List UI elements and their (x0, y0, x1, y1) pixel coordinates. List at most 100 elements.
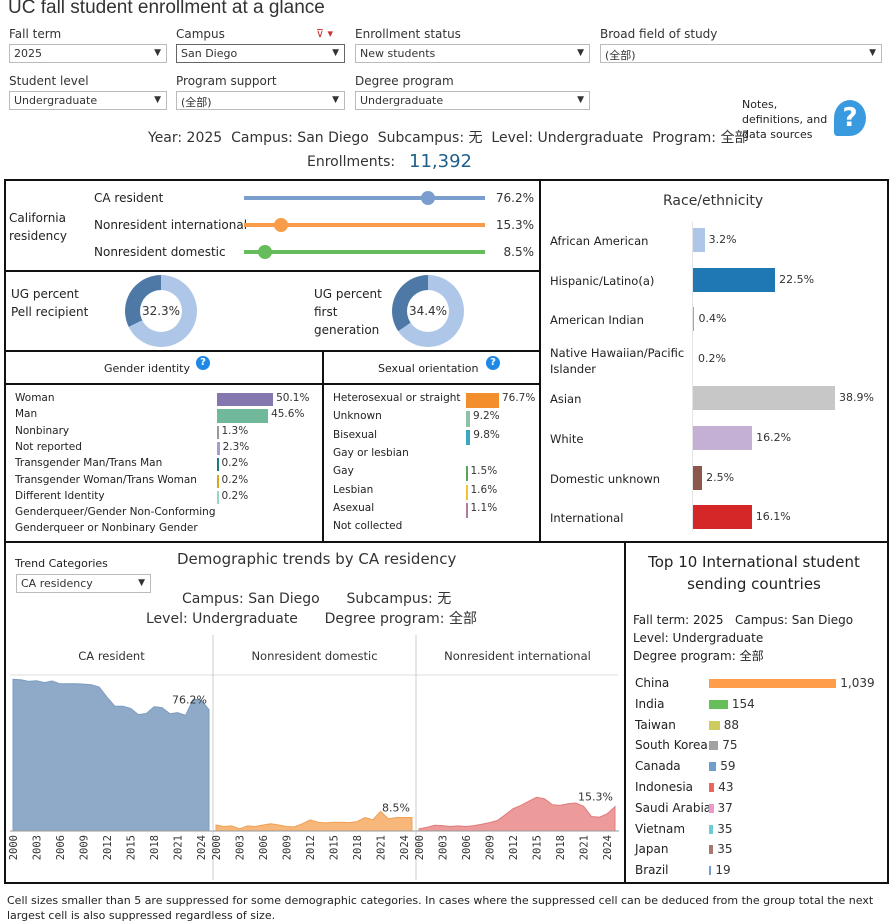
filter-dropdown[interactable]: 2025 ▼ (9, 44, 167, 63)
sexual-value: 1.1% (470, 501, 498, 514)
residency-label: Nonresident international (94, 218, 248, 232)
filter-label: Fall term (9, 27, 62, 41)
x-tick-label: 2024 (399, 835, 411, 860)
x-tick-label: 2015 (532, 835, 544, 860)
sexual-value: 1.5% (470, 465, 498, 478)
residency-track (244, 250, 485, 254)
intl-bar (709, 762, 717, 772)
sexual-bar (466, 484, 468, 500)
intl-bar (709, 720, 720, 730)
race-value: 0.4% (698, 312, 727, 326)
clear-filter-icon[interactable]: ⊽ ▾ (316, 27, 334, 40)
sexual-value: 76.7% (501, 392, 536, 404)
residency-dot (257, 245, 272, 259)
x-tick-label: 2006 (55, 835, 67, 860)
x-tick-label: 2006 (258, 835, 270, 860)
gender-value: 50.1% (276, 392, 310, 404)
x-tick-label: 2012 (102, 835, 114, 860)
trend-categories-dropdown[interactable]: CA residency ▼ (16, 574, 151, 593)
x-tick-label: 2000 (211, 835, 223, 860)
sexual-title: Sexual orientation (378, 362, 479, 375)
race-bar (693, 386, 835, 411)
trend-chart: CA resident 76.2% 2000 2003 2006 2009 2012 2015… (8, 635, 619, 880)
x-tick-label: 2003 (235, 835, 247, 860)
x-tick-label: 2009 (79, 835, 91, 860)
gender-bar (217, 490, 219, 505)
intl-label: Canada (635, 759, 681, 774)
sexual-help-icon[interactable]: ? (486, 356, 500, 370)
race-bar (693, 307, 695, 332)
race-value: 0.2% (698, 351, 726, 365)
gender-value: 0.2% (221, 489, 249, 502)
intl-value: 35 (717, 842, 733, 857)
gender-label: Different Identity (15, 489, 105, 502)
intl-bar (709, 783, 715, 792)
sexual-bar (466, 393, 499, 409)
filter-dropdown[interactable]: (全部) ▼ (176, 91, 345, 110)
residency-value: 8.5% (503, 245, 535, 259)
race-value: 38.9% (838, 391, 874, 405)
intl-bar (709, 803, 714, 813)
x-tick-label: 2006 (461, 835, 473, 860)
x-tick-label: 2024 (602, 835, 614, 860)
intl-bar (709, 824, 714, 834)
intl-label: Taiwan (635, 717, 676, 732)
filter-dropdown[interactable]: Undergraduate ▼ (9, 91, 167, 110)
intl-bar (709, 866, 712, 876)
notes-link[interactable]: Notes, definitions, and data sources (742, 98, 828, 141)
sexual-label: Asexual (333, 501, 375, 514)
race-label: Hispanic/Latino(a) (550, 273, 655, 288)
x-tick-label: 2021 (376, 835, 388, 860)
footer-note: Cell sizes smaller than 5 are suppressed… (7, 894, 874, 922)
gender-bar (217, 458, 219, 472)
x-tick-label: 2012 (508, 835, 520, 860)
intl-value: 59 (720, 759, 736, 774)
filter-value: Undergraduate (360, 94, 444, 107)
intl-value: 154 (731, 696, 755, 711)
sexual-bar (466, 502, 468, 519)
intl-meta-2: Level: Undergraduate (633, 631, 764, 645)
chevron-down-icon: ▼ (138, 578, 145, 588)
intl-label: Saudi Arabia (635, 800, 712, 815)
gender-help-icon[interactable]: ? (196, 356, 210, 370)
sexual-label: Lesbian (333, 483, 374, 496)
race-value: 16.2% (756, 431, 792, 444)
sexual-label: Heterosexual or straight (333, 392, 461, 404)
x-tick-label: 2009 (282, 835, 294, 860)
trend-area (12, 678, 210, 832)
race-label: African American (550, 234, 649, 248)
gender-label: Genderqueer/Gender Non-Conforming (15, 506, 216, 519)
trend-area (215, 810, 413, 832)
trend-last-label: 8.5% (382, 801, 410, 814)
race-label: Native Hawaiian/Pacific Islander (550, 345, 685, 376)
race-label: Asian (550, 392, 582, 407)
intl-panel (624, 541, 889, 884)
sexual-value: 1.6% (470, 483, 498, 496)
race-label: International (550, 511, 624, 526)
filter-dropdown[interactable]: San Diego ▼ (176, 44, 345, 63)
trend-area (418, 796, 616, 832)
trend-last-label: 15.3% (578, 791, 613, 804)
intl-value: 35 (717, 821, 733, 836)
race-axis (692, 222, 693, 532)
filter-dropdown[interactable]: New students ▼ (355, 44, 590, 63)
filter-label: Campus (176, 27, 225, 41)
intl-label: India (635, 696, 665, 711)
intl-value: 1,039 (840, 676, 875, 690)
donut-chart: 32.3% (125, 275, 197, 347)
intl-label: China (635, 676, 670, 690)
intl-label: Indonesia (635, 780, 694, 794)
gender-bar (217, 409, 269, 423)
x-tick-label: 2015 (329, 835, 341, 860)
help-icon[interactable]: ? (834, 100, 866, 136)
race-label: Domestic unknown (550, 471, 661, 486)
filter-dropdown[interactable]: (全部) ▼ (600, 44, 882, 63)
gender-label: Woman (15, 392, 55, 404)
filter-value: San Diego (181, 47, 238, 60)
race-label: White (550, 432, 584, 446)
gender-label: Transgender Woman/Trans Woman (15, 473, 197, 486)
intl-value: 88 (723, 717, 740, 732)
race-label: American Indian (550, 313, 644, 328)
chevron-down-icon: ▼ (332, 48, 339, 58)
filter-dropdown[interactable]: Undergraduate ▼ (355, 91, 590, 110)
